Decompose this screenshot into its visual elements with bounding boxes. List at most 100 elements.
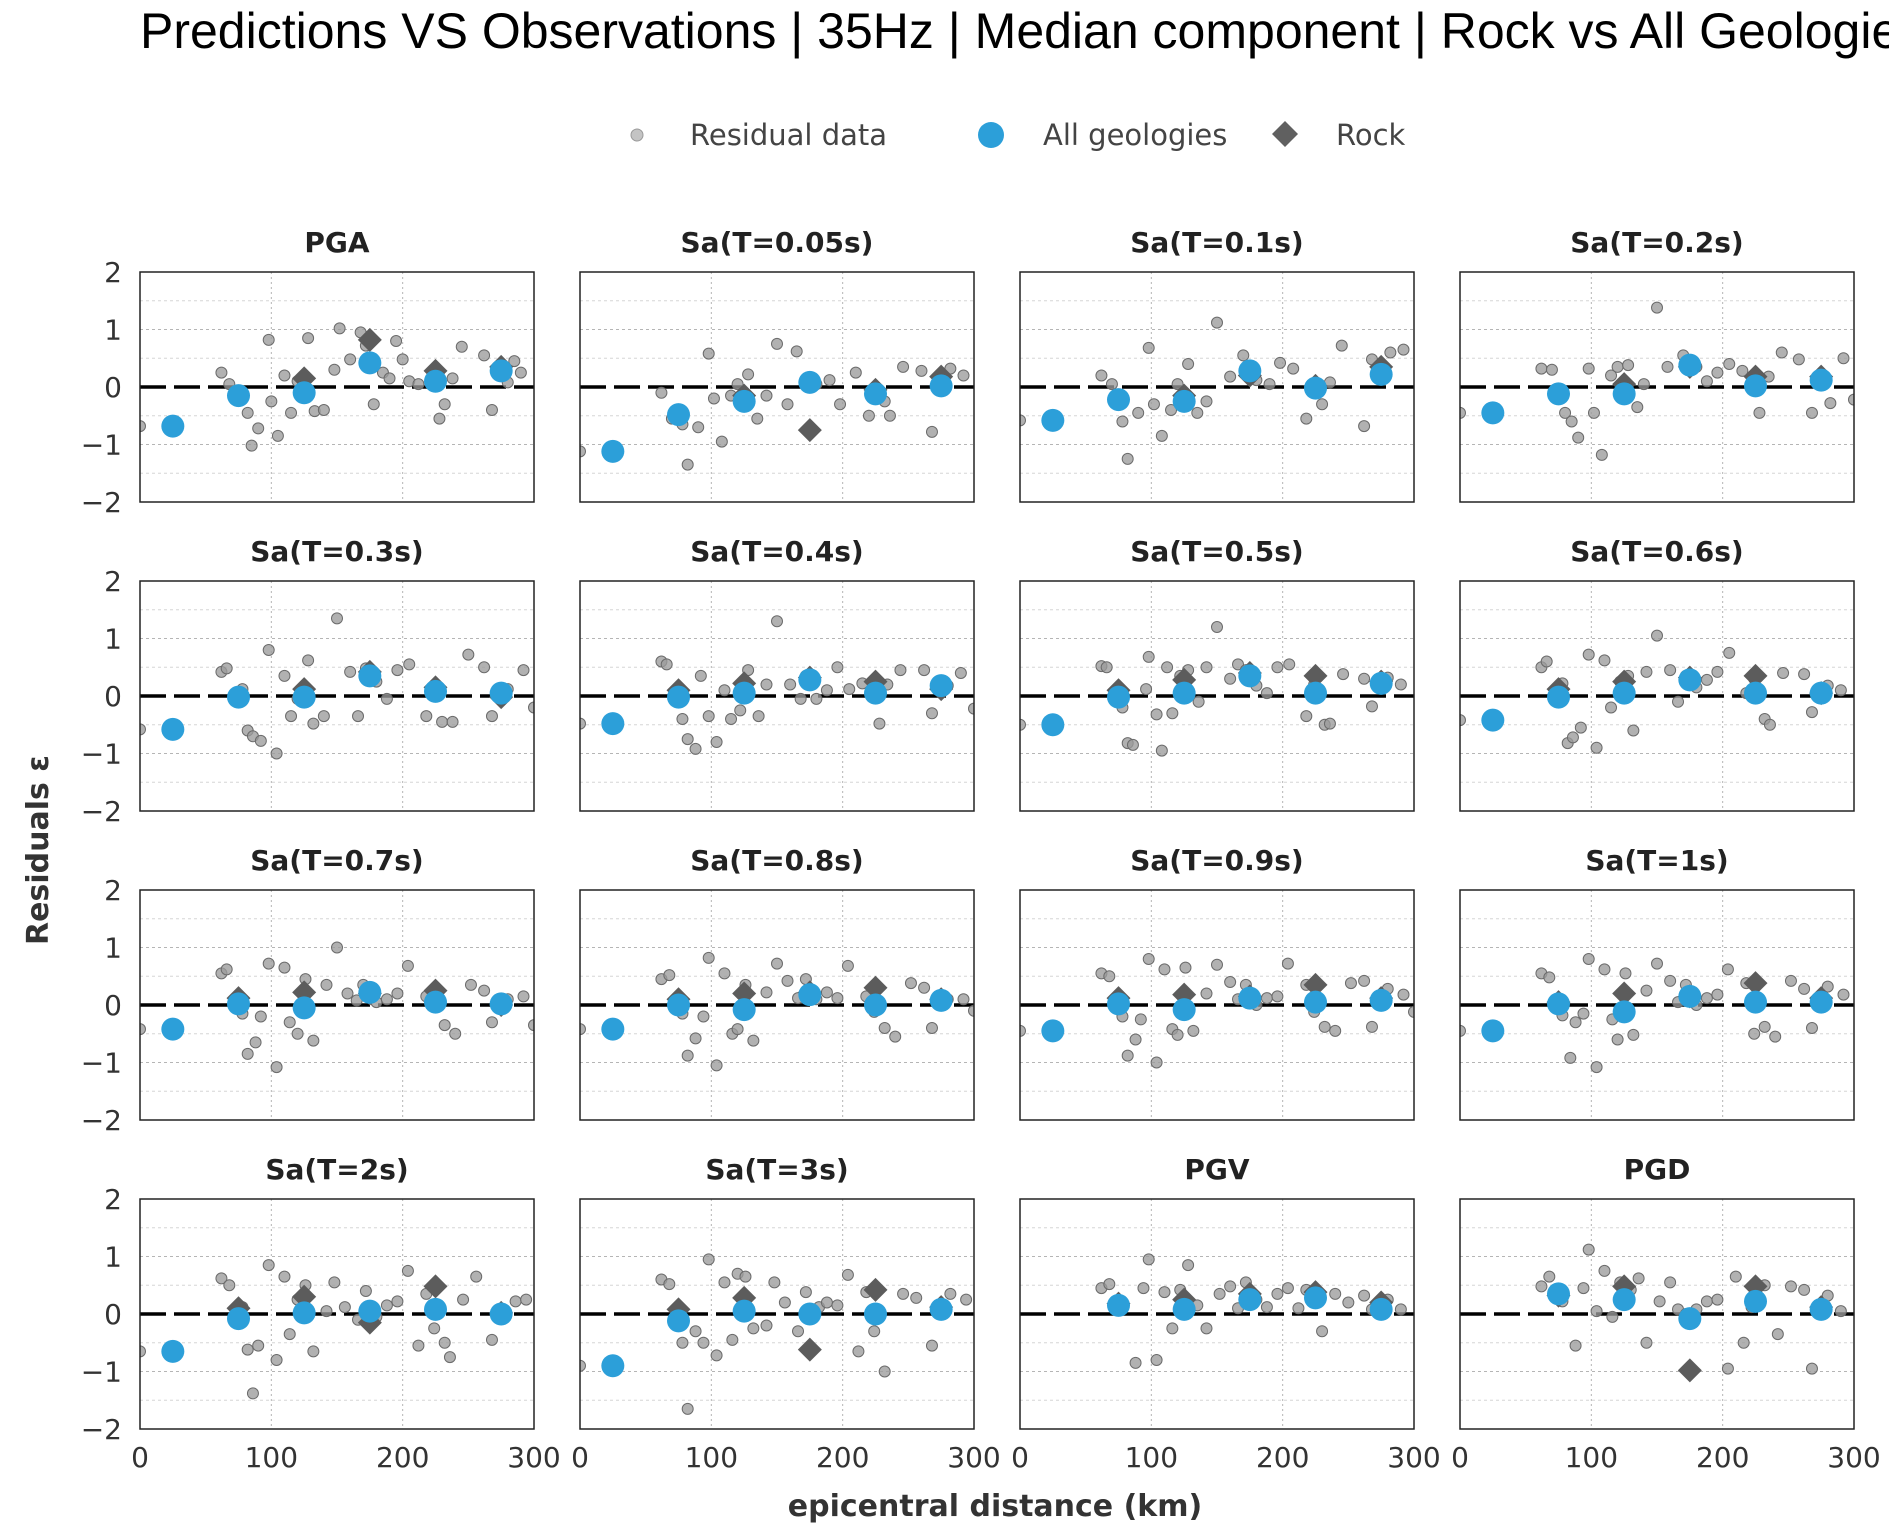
residual-point xyxy=(968,702,974,715)
all-geologies-marker xyxy=(1678,668,1702,692)
all-geologies-marker xyxy=(798,1302,822,1326)
residual-point xyxy=(1150,708,1163,721)
all-geologies-marker xyxy=(292,685,316,709)
residual-point xyxy=(1287,362,1300,375)
residual-point xyxy=(338,1301,351,1314)
all-geologies-marker xyxy=(1744,681,1767,705)
legend: Residual data All geologies Rock xyxy=(630,118,1406,152)
residual-point xyxy=(262,1259,275,1272)
residual-point xyxy=(918,981,931,994)
y-tick-label: 0 xyxy=(104,989,122,1022)
residual-point xyxy=(517,990,530,1003)
residual-point xyxy=(954,667,967,679)
residual-point xyxy=(694,669,707,682)
residual-point xyxy=(391,987,404,1000)
all-geologies-marker xyxy=(1809,368,1833,392)
panel-points xyxy=(1020,316,1410,465)
residual-point xyxy=(580,717,586,730)
residual-point xyxy=(718,1276,731,1289)
all-geologies-marker xyxy=(292,996,316,1020)
rock-marker xyxy=(1303,663,1328,688)
residual-point xyxy=(1651,629,1663,642)
all-geologies-marker xyxy=(1481,708,1505,732)
residual-point xyxy=(285,406,298,419)
residual-point xyxy=(262,333,275,346)
panel: Sa(T=0.9s) xyxy=(1019,844,1415,1121)
residual-point xyxy=(1582,362,1595,375)
panel-title: PGD xyxy=(1624,1153,1691,1186)
residual-point xyxy=(1769,1030,1782,1043)
residual-point xyxy=(449,1027,462,1040)
residual-point xyxy=(420,710,433,723)
residual-point xyxy=(889,1030,902,1043)
all-geologies-marker xyxy=(161,1017,185,1041)
residual-point xyxy=(1150,1056,1163,1069)
residual-point xyxy=(681,458,694,471)
panels-grid: PGA 2 1 0 −1 −2 Sa(T=0.05s) Sa(T=0.1s) Sa(T=0.2s… xyxy=(81,226,1881,1474)
all-geologies-marker xyxy=(667,403,690,427)
all-geologies-marker xyxy=(1238,664,1262,688)
residual-point xyxy=(1166,1322,1179,1335)
residual-point xyxy=(1664,974,1677,987)
residual-point xyxy=(1590,1305,1603,1318)
panel: Sa(T=3s) 0 100 200 300 xyxy=(571,1153,1001,1474)
residual-point xyxy=(894,664,907,677)
residual-point xyxy=(1587,406,1600,419)
x-tick-label: 100 xyxy=(685,1441,738,1474)
residual-point xyxy=(1721,963,1734,976)
all-geologies-marker xyxy=(424,990,447,1014)
panel-frame xyxy=(579,1198,975,1430)
residual-point xyxy=(707,392,720,405)
residual-point xyxy=(1700,1295,1713,1308)
residual-point xyxy=(391,1295,404,1308)
residual-point xyxy=(270,747,283,760)
panel-points xyxy=(1460,629,1847,754)
residual-point xyxy=(810,692,823,705)
all-geologies-marker xyxy=(1369,988,1393,1012)
residual-point xyxy=(1292,1302,1305,1315)
residual-point xyxy=(254,734,267,747)
residual-point xyxy=(781,974,794,987)
rock-marker xyxy=(1612,981,1637,1006)
residual-point xyxy=(359,1285,372,1297)
residual-point xyxy=(462,648,475,661)
all-geologies-marker xyxy=(1041,408,1065,432)
x-axis-label: epicentral distance (km) xyxy=(788,1489,1202,1524)
x-tick-label: 0 xyxy=(571,1441,589,1474)
residual-point xyxy=(820,986,833,999)
panel-title: PGV xyxy=(1184,1153,1250,1186)
residual-point xyxy=(1224,370,1237,383)
figure-title: Predictions VS Observations | 35Hz | Med… xyxy=(140,3,1889,59)
residual-point xyxy=(1700,992,1713,1005)
x-tick-label: 200 xyxy=(816,1441,869,1474)
residual-point xyxy=(1748,1027,1761,1040)
legend-residual-marker xyxy=(630,128,644,142)
panel: PGV 0 100 200 300 xyxy=(1011,1153,1441,1474)
all-geologies-marker xyxy=(1612,1288,1636,1312)
residual-point xyxy=(317,404,330,416)
residual-point xyxy=(1020,718,1026,731)
panel: Sa(T=2s) 2 1 0 −1 −2 0 100 200 300 xyxy=(81,1153,561,1474)
residual-point xyxy=(1758,1020,1771,1033)
panel-frame xyxy=(139,271,535,503)
all-geologies-marker xyxy=(227,1307,250,1331)
all-geologies-marker xyxy=(1744,374,1767,398)
residual-point xyxy=(446,372,459,385)
residual-point xyxy=(1134,1013,1147,1026)
residual-point xyxy=(1837,988,1850,1001)
all-geologies-marker xyxy=(1172,1297,1196,1321)
residual-point xyxy=(1632,1272,1645,1285)
residual-point xyxy=(1237,349,1250,362)
y-tick-label: 1 xyxy=(104,932,122,965)
residual-point xyxy=(710,1059,723,1072)
residual-point xyxy=(1155,429,1168,442)
panel-points xyxy=(140,941,534,1074)
all-geologies-marker xyxy=(1809,990,1833,1014)
residual-point xyxy=(752,710,765,723)
residual-point xyxy=(1627,1028,1640,1041)
residual-point xyxy=(834,398,847,411)
residual-point xyxy=(1171,378,1184,391)
residual-point xyxy=(697,1336,710,1349)
residual-point xyxy=(689,1325,702,1338)
y-tick-label: 2 xyxy=(104,1183,122,1216)
